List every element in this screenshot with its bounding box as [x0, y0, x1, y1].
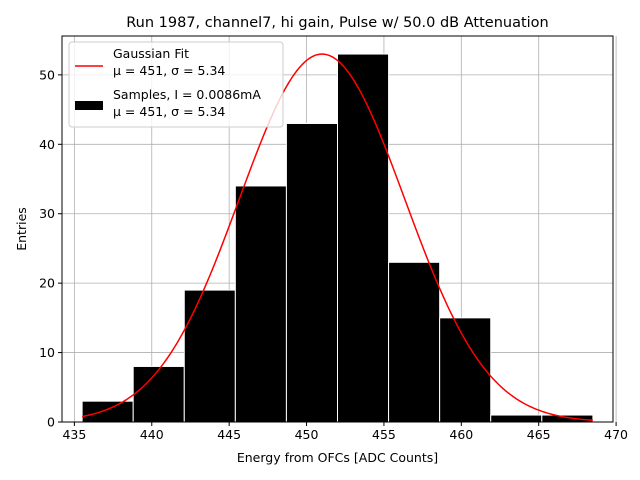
x-tick-label: 455: [372, 427, 396, 442]
x-tick-label: 465: [527, 427, 551, 442]
histogram-bar: [285, 122, 339, 423]
y-tick-label: 50: [39, 67, 55, 82]
legend-fit-label: Gaussian Fit: [113, 46, 189, 61]
histogram-bar: [439, 317, 492, 423]
gaussian-fit-curve: [81, 53, 593, 422]
legend-bar-swatch: [75, 101, 103, 110]
x-tick-label: 435: [62, 427, 86, 442]
x-tick-label: 450: [295, 427, 319, 442]
legend-samples-label: Samples, I = 0.0086mA: [113, 87, 261, 102]
x-axis-label: Energy from OFCs [ADC Counts]: [237, 450, 438, 465]
chart-title: Run 1987, channel7, hi gain, Pulse w/ 50…: [126, 15, 549, 31]
legend: Gaussian Fit μ = 451, σ = 5.34 Samples, …: [68, 41, 284, 128]
x-tick-label: 445: [217, 427, 241, 442]
x-tick-label: 470: [604, 427, 628, 442]
histogram-bar: [490, 414, 543, 423]
histogram-bar: [234, 185, 287, 423]
y-tick-label: 20: [39, 276, 55, 291]
histogram-bar: [388, 261, 441, 423]
histogram-bar: [337, 53, 390, 423]
histogram-bar: [183, 289, 236, 423]
x-tick-label: 440: [140, 427, 164, 442]
legend-box: [68, 41, 284, 128]
y-axis-label: Entries: [14, 207, 29, 251]
histogram-bar: [81, 400, 134, 423]
histogram-bar: [132, 365, 185, 423]
legend-samples-stats: μ = 451, σ = 5.34: [113, 104, 225, 119]
x-tick-label: 460: [449, 427, 473, 442]
histogram-bar: [541, 414, 594, 423]
y-tick-label: 30: [39, 206, 55, 221]
y-tick-label: 0: [47, 415, 55, 430]
x-axis-ticks: 435 440 445 450 455 460 465 470: [62, 422, 628, 442]
legend-fit-stats: μ = 451, σ = 5.34: [113, 63, 225, 78]
y-axis-ticks: 0 10 20 30 40 50: [39, 67, 62, 430]
y-tick-label: 40: [39, 137, 55, 152]
y-tick-label: 10: [39, 345, 55, 360]
plot-frame: [61, 35, 614, 423]
